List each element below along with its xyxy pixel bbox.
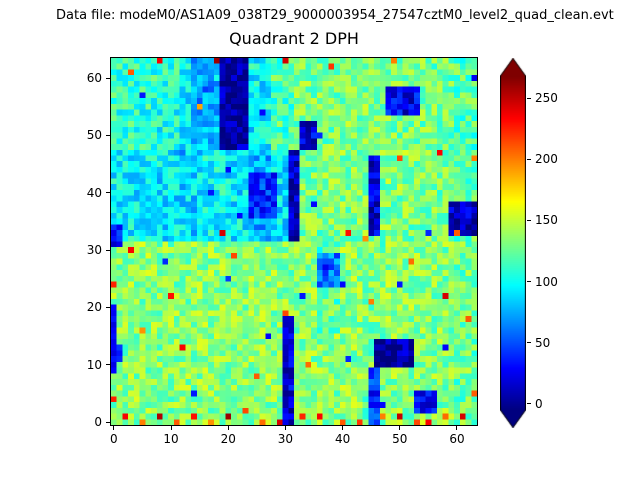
colorbar-tick-label: 0	[535, 396, 543, 411]
x-tick-label: 20	[220, 432, 236, 446]
colorbar-tick-mark	[527, 342, 531, 344]
colorbar-tick-label: 50	[535, 335, 551, 350]
x-tick-mark	[170, 426, 172, 430]
chart-title: Quadrant 2 DPH	[229, 29, 359, 48]
x-tick-mark	[284, 426, 286, 430]
x-tick-mark	[399, 426, 401, 430]
colorbar-gradient	[500, 58, 526, 428]
y-tick-mark	[106, 77, 110, 79]
datafile-annotation: Data file: modeM0/AS1A09_038T29_90000039…	[56, 8, 614, 23]
x-tick-mark	[456, 426, 458, 430]
colorbar-tick-label: 150	[535, 213, 558, 228]
colorbar-tick-mark	[527, 219, 531, 221]
x-tick-mark	[113, 426, 115, 430]
x-tick-label: 0	[110, 432, 118, 446]
x-tick-label: 60	[449, 432, 465, 446]
colorbar-tick-mark	[527, 97, 531, 99]
x-tick-mark	[342, 426, 344, 430]
y-tick-label: 0	[94, 415, 102, 430]
heatmap-image	[111, 58, 477, 425]
y-tick-mark	[106, 249, 110, 251]
y-tick-label: 20	[86, 300, 102, 315]
colorbar-tick-mark	[527, 281, 531, 283]
colorbar-tick-mark	[527, 158, 531, 160]
x-tick-label: 40	[334, 432, 351, 446]
heatmap-axes	[110, 57, 478, 426]
colorbar-tick-label: 200	[535, 152, 558, 167]
y-tick-mark	[106, 192, 110, 194]
colorbar-tick-mark	[527, 403, 531, 405]
y-tick-mark	[106, 364, 110, 366]
y-tick-label: 50	[86, 128, 102, 143]
y-tick-label: 30	[86, 243, 102, 258]
y-tick-mark	[106, 134, 110, 136]
y-tick-label: 40	[86, 185, 102, 200]
colorbar-tick-label: 250	[535, 91, 558, 106]
x-tick-label: 30	[277, 432, 294, 446]
y-tick-mark	[106, 421, 110, 423]
y-tick-mark	[106, 306, 110, 308]
colorbar-tick-label: 100	[535, 274, 558, 289]
y-tick-label: 10	[86, 357, 102, 372]
x-tick-label: 50	[392, 432, 408, 446]
x-tick-label: 10	[163, 432, 179, 446]
x-tick-mark	[227, 426, 229, 430]
y-tick-label: 60	[86, 71, 102, 86]
